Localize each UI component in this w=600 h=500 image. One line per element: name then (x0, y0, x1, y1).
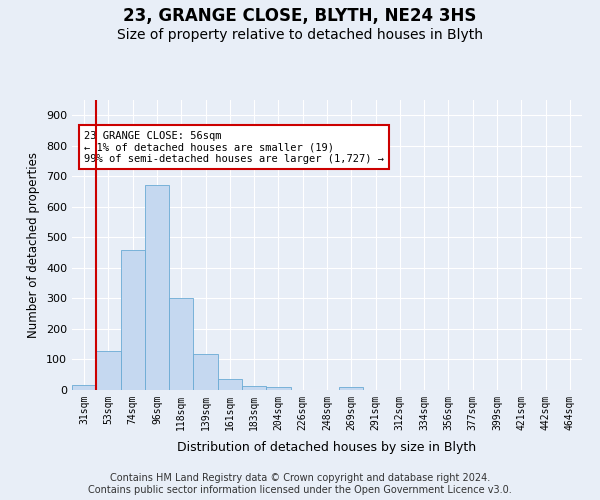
Bar (121, 250, 145, 390)
Text: 23 GRANGE CLOSE: 56sqm
← 1% of detached houses are smaller (19)
99% of semi-deta: 23 GRANGE CLOSE: 56sqm ← 1% of detached … (84, 130, 384, 164)
Text: Contains HM Land Registry data © Crown copyright and database right 2024.
Contai: Contains HM Land Registry data © Crown c… (88, 474, 512, 495)
Y-axis label: Number of detached properties: Number of detached properties (28, 152, 40, 338)
Bar (242, 386, 266, 390)
Bar (218, 380, 242, 390)
Bar (96, 351, 121, 390)
Bar (145, 186, 169, 390)
Bar (72, 386, 96, 390)
Bar (339, 387, 364, 390)
Bar (193, 354, 218, 390)
Bar (169, 298, 193, 390)
Text: Size of property relative to detached houses in Blyth: Size of property relative to detached ho… (117, 28, 483, 42)
Bar (266, 387, 290, 390)
X-axis label: Distribution of detached houses by size in Blyth: Distribution of detached houses by size … (178, 441, 476, 454)
Text: 23, GRANGE CLOSE, BLYTH, NE24 3HS: 23, GRANGE CLOSE, BLYTH, NE24 3HS (124, 8, 476, 26)
